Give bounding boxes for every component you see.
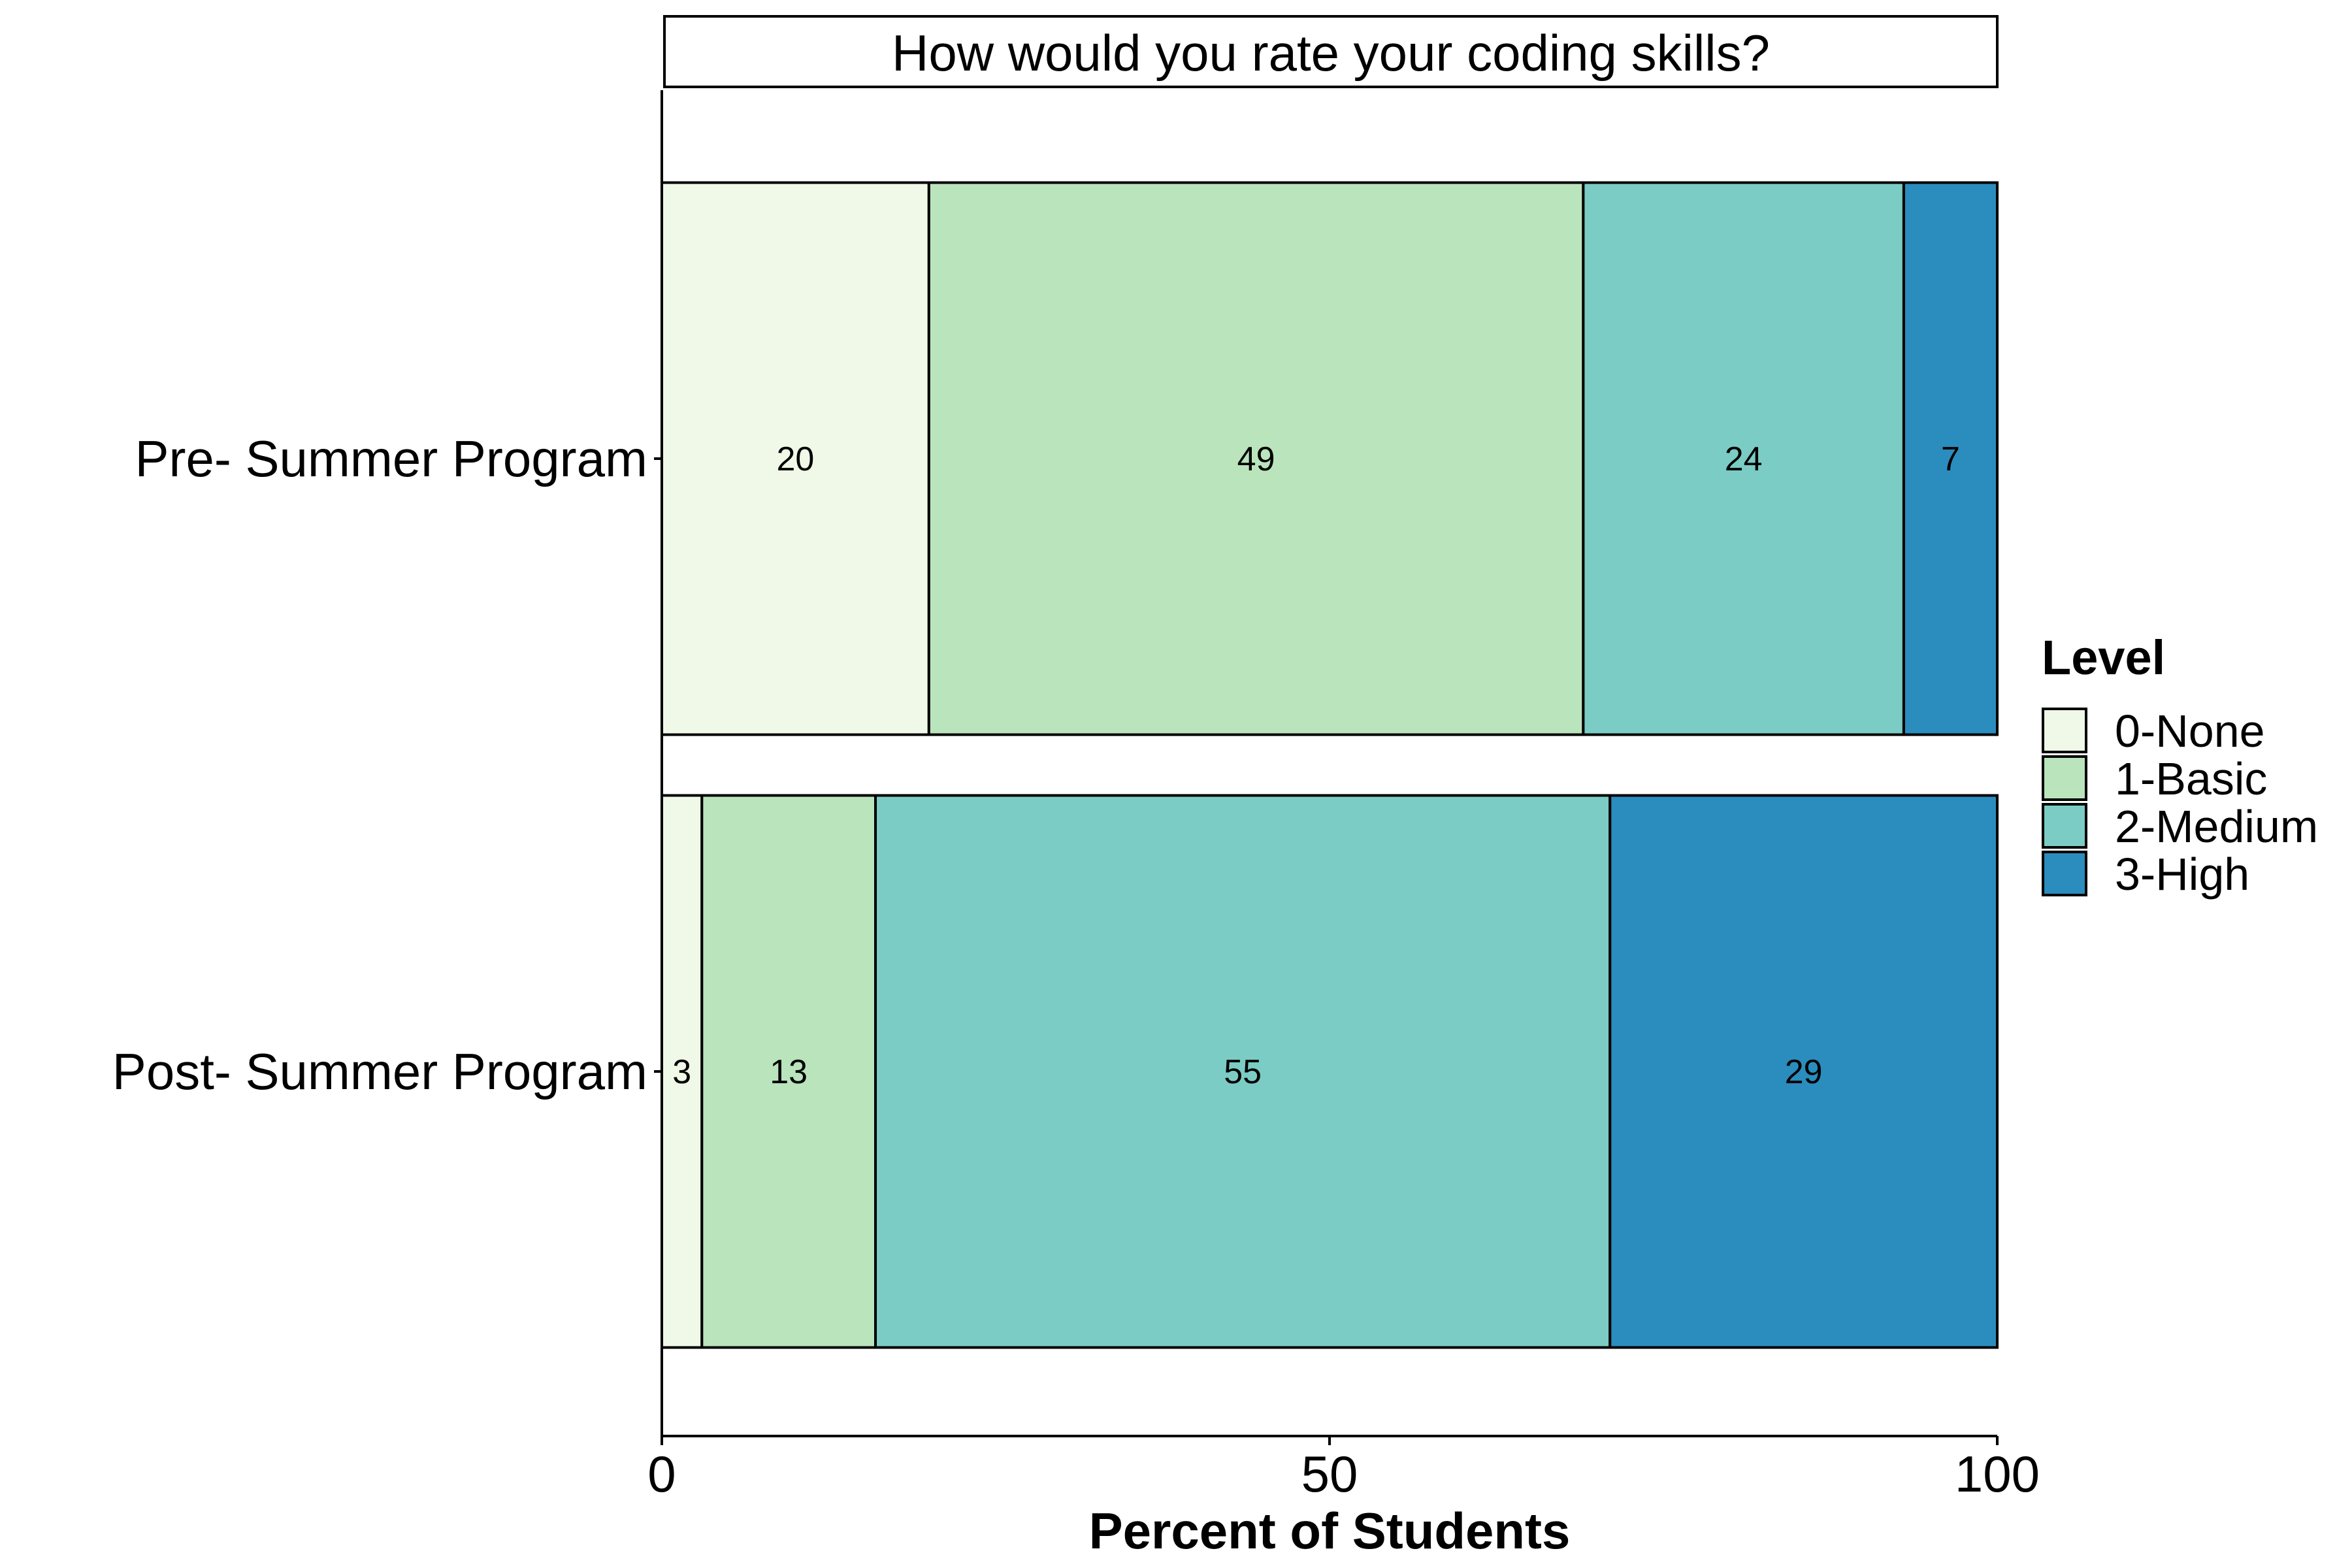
segment-label-1-3: 29 <box>1785 1053 1823 1091</box>
bar-segment-0-1 <box>927 181 1585 736</box>
category-label-0: Pre- Summer Program <box>135 430 648 487</box>
segment-label-1-0: 3 <box>672 1053 691 1091</box>
segment-label-1-1: 13 <box>770 1053 808 1091</box>
bar-segment-0-2 <box>1582 181 1905 736</box>
bar-segment-0-0 <box>661 181 930 736</box>
legend-title: Level <box>2042 630 2165 685</box>
legend-swatch-3 <box>2042 851 2087 896</box>
legend-swatch-1 <box>2042 755 2087 801</box>
legend-swatch-2 <box>2042 803 2087 849</box>
segment-label-0-1: 49 <box>1237 440 1275 478</box>
facet-strip <box>663 15 1999 88</box>
x-tick-label-2: 100 <box>1955 1445 2040 1503</box>
segment-labels-group: 20 49 24 7 3 13 55 29 <box>672 440 1960 1091</box>
x-axis: 0 50 100 <box>647 1436 2040 1503</box>
bar-segment-1-2 <box>874 794 1612 1349</box>
legend-label-2: 2-Medium <box>2115 801 2318 852</box>
legend-label-0: 0-None <box>2115 706 2265 757</box>
x-tick-label-0: 0 <box>647 1445 676 1503</box>
bar-segment-0-3 <box>1902 181 1999 736</box>
bar-segment-1-3 <box>1609 794 1999 1349</box>
legend-label-1: 1-Basic <box>2115 753 2267 804</box>
category-label-1: Post- Summer Program <box>112 1043 647 1100</box>
legend-label-3: 3-High <box>2115 849 2249 900</box>
segment-label-0-2: 24 <box>1725 440 1763 478</box>
bar-segment-1-1 <box>700 794 877 1349</box>
bars-group <box>661 181 1999 1349</box>
bar-segment-1-0 <box>661 794 704 1349</box>
segment-label-0-3: 7 <box>1941 440 1960 478</box>
chart-title: How would you rate your coding skills? <box>892 24 1770 82</box>
x-tick-label-1: 50 <box>1301 1445 1358 1503</box>
segment-label-1-2: 55 <box>1224 1053 1262 1091</box>
x-axis-title: Percent of Students <box>1089 1502 1571 1560</box>
segment-label-0-0: 20 <box>776 440 814 478</box>
legend-swatch-0 <box>2042 708 2087 753</box>
y-axis: Pre- Summer Program Post- Summer Program <box>112 430 662 1100</box>
